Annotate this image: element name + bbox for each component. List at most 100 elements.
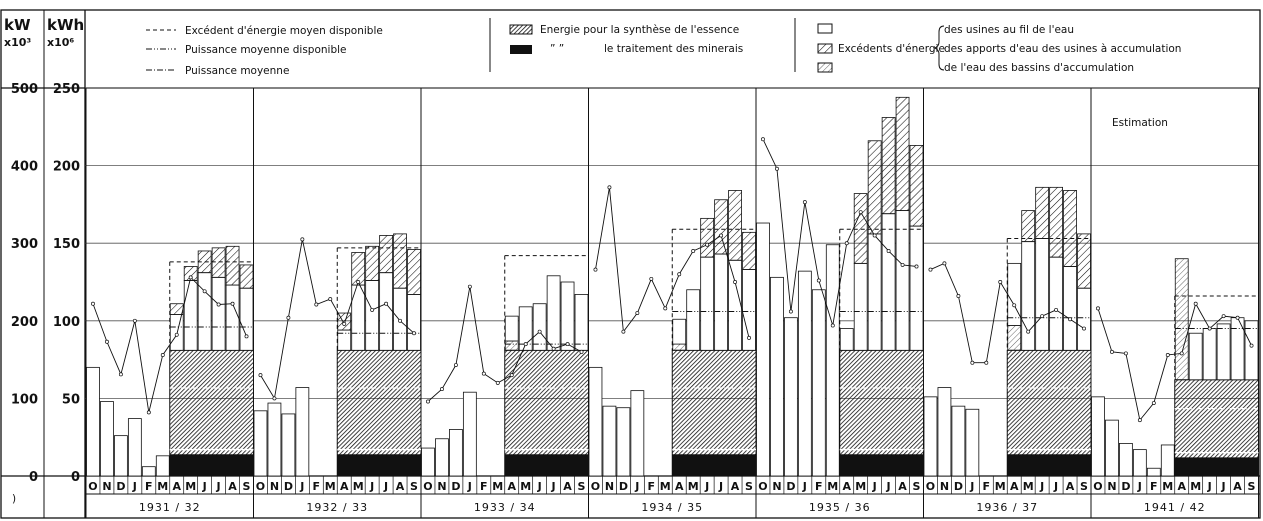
- puissance-moyenne-point: [1096, 306, 1100, 311]
- fil-bar: [574, 294, 589, 351]
- winter-bar: [155, 455, 170, 477]
- puissance-moyenne-point: [970, 360, 975, 365]
- month-label: A: [1010, 480, 1019, 493]
- fil-bar: [1035, 238, 1050, 351]
- month-label: A: [675, 480, 684, 493]
- legend-minerais: le traitement des minerais: [604, 43, 743, 55]
- month-label: J: [537, 480, 542, 493]
- fil-bar: [1188, 332, 1203, 381]
- month-label: A: [1066, 480, 1075, 493]
- fil-bar: [532, 303, 547, 351]
- winter-bar: [421, 447, 435, 477]
- puissance-moyenne-point: [1193, 301, 1198, 306]
- unit-kw-label: kW: [4, 16, 31, 34]
- footer-mark: ): [12, 493, 16, 505]
- month-label: F: [983, 480, 991, 493]
- month-label: O: [926, 480, 935, 493]
- puissance-moyenne-point: [914, 264, 919, 269]
- puissance-moyenne-point: [886, 249, 891, 253]
- fil-bar: [1063, 266, 1077, 351]
- puissance-moyenne-point: [942, 261, 947, 266]
- apports-bar: [169, 303, 184, 315]
- month-label: A: [228, 480, 237, 493]
- bassins-bar: [504, 340, 519, 351]
- puissance-moyenne-point: [384, 301, 389, 306]
- month-label: A: [731, 480, 740, 493]
- month-label: O: [256, 480, 265, 493]
- puissance-moyenne-point: [1054, 307, 1059, 312]
- puissance-moyenne-point: [593, 267, 598, 272]
- estimation-note: Estimation: [1112, 117, 1168, 129]
- month-label: N: [102, 480, 111, 493]
- month-label: J: [1039, 480, 1044, 493]
- puissance-moyenne-point: [663, 306, 668, 311]
- winter-bar: [923, 396, 938, 477]
- legend-lines: Excédent d'énergie moyen disponible Puis…: [146, 25, 383, 77]
- winter-bar: [267, 402, 282, 477]
- legend-puissance-moyenne: Puissance moyenne: [185, 65, 289, 77]
- puissance-moyenne-point: [91, 301, 95, 306]
- month-label: D: [954, 480, 963, 493]
- month-label: J: [551, 480, 556, 493]
- winter-bar: [602, 405, 617, 477]
- minerais-block: [504, 454, 589, 476]
- winter-bar: [797, 270, 812, 477]
- month-label: J: [369, 480, 374, 493]
- puissance-moyenne-point: [523, 342, 528, 347]
- fil-bar: [169, 314, 184, 351]
- winter-bar: [462, 391, 477, 477]
- month-label: F: [145, 480, 153, 493]
- winter-bar: [86, 366, 100, 477]
- month-label: N: [1107, 480, 1116, 493]
- kw-tick-label: 500: [11, 82, 38, 97]
- puissance-moyenne-point: [872, 233, 877, 238]
- puissance-moyenne-line: [1097, 302, 1252, 422]
- month-label: S: [578, 480, 586, 493]
- kw-tick-label: 100: [11, 392, 38, 407]
- winter-bar: [937, 387, 952, 477]
- winter-bar: [1119, 443, 1133, 477]
- apports-bar: [895, 96, 910, 212]
- month-label: F: [1150, 480, 1158, 493]
- fil-bar: [365, 280, 380, 351]
- month-label: A: [563, 480, 572, 493]
- fil-bar: [728, 259, 742, 351]
- puissance-moyenne-point: [146, 410, 151, 415]
- winter-bar: [100, 401, 114, 477]
- month-label: N: [940, 480, 949, 493]
- puissance-moyenne-point: [356, 280, 361, 284]
- fil-bar: [225, 284, 240, 351]
- puissance-moyenne-point: [104, 339, 109, 344]
- puissance-moyenne-point: [412, 331, 416, 336]
- month-label: J: [202, 480, 207, 493]
- month-label: N: [772, 480, 781, 493]
- apports-bar: [714, 199, 728, 255]
- month-label: N: [437, 480, 446, 493]
- month-label: M: [185, 480, 196, 493]
- month-label: J: [216, 480, 221, 493]
- puissance-moyenne-point: [258, 373, 263, 378]
- puissance-moyenne-point: [802, 200, 807, 205]
- puissance-moyenne-point: [607, 185, 612, 190]
- month-label: M: [1162, 480, 1173, 493]
- winter-bar: [630, 390, 645, 477]
- apports-bar: [407, 249, 421, 295]
- puissance-moyenne-point: [1082, 326, 1086, 331]
- apports-bar: [183, 266, 198, 281]
- winter-bar: [588, 366, 603, 477]
- apports-bar: [365, 245, 380, 281]
- legend-apports-swatch: [817, 43, 833, 54]
- fil-bar: [560, 281, 575, 351]
- year-label: 1931 / 32: [139, 501, 201, 514]
- puissance-moyenne-point: [788, 309, 793, 314]
- legend-apports: des apports d'eau des usines à accumulat…: [944, 43, 1181, 55]
- month-label: M: [827, 480, 838, 493]
- month-label: A: [1233, 480, 1242, 493]
- year-label: 1934 / 35: [641, 501, 703, 514]
- month-label: A: [172, 480, 181, 493]
- puissance-moyenne-point: [202, 289, 207, 294]
- year-label: 1932 / 33: [306, 501, 368, 514]
- legend-synthese: Energie pour la synthèse de l'essence: [540, 24, 739, 36]
- puissance-moyenne-point: [844, 241, 849, 246]
- puissance-moyenne-point: [467, 284, 472, 289]
